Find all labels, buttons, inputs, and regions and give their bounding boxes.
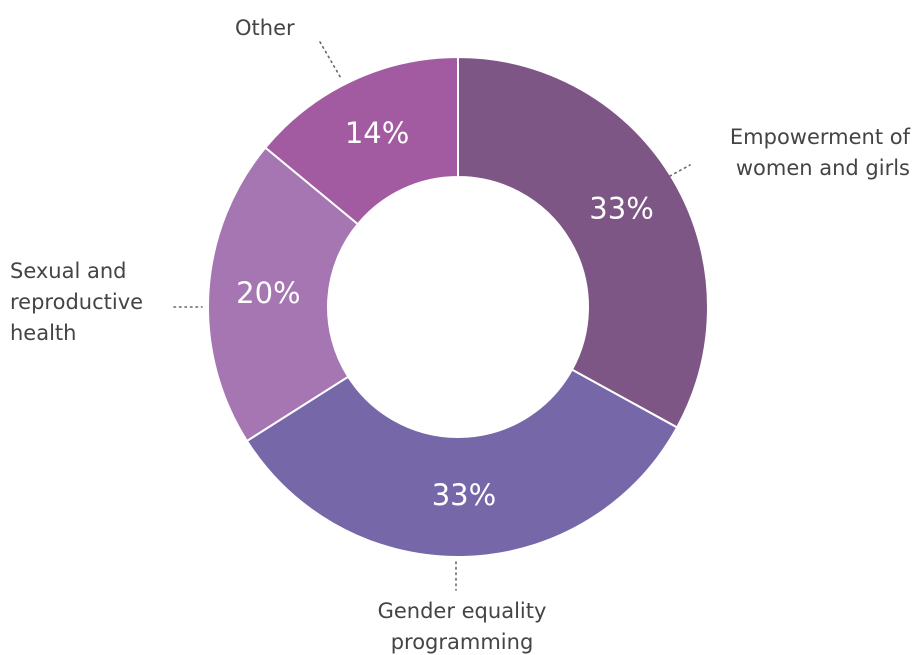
slice [207,146,360,443]
category-label: Other [235,16,295,40]
value-label: 33% [432,478,496,512]
value-label: 20% [236,276,300,310]
slice [457,55,709,429]
slice [245,368,679,558]
category-label: Empowerment of women and girls [729,125,910,180]
value-label: 14% [345,116,409,150]
category-label: Gender equality programming [377,599,547,654]
leader-line [669,164,691,177]
slice [263,55,459,226]
slices [207,55,709,558]
value-label: 33% [589,191,653,225]
category-label: Sexual and reproductive health [10,259,144,345]
leader-line [319,41,343,81]
